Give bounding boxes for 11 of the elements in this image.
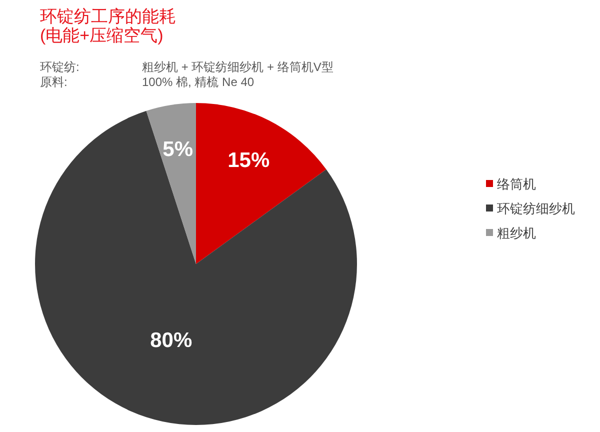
chart-title: 环锭纺工序的能耗 (电能+压缩空气) [40, 7, 176, 45]
legend-label: 络筒机 [497, 176, 536, 192]
text: 环锭纺: [40, 60, 80, 74]
text: 100% 棉, 精梳 Ne 40 [142, 75, 254, 89]
text: 粗纱机 + 环锭纺细纱机 + 络筒机V型 [142, 60, 334, 74]
legend-label: 粗纱机 [497, 226, 536, 240]
data-label: 80% [150, 329, 192, 352]
text: 原料: [40, 75, 68, 89]
data-label: 5% [162, 138, 194, 162]
legend-label: 环锭纺细纱机 [497, 201, 575, 216]
data-label: 15% [228, 149, 270, 172]
